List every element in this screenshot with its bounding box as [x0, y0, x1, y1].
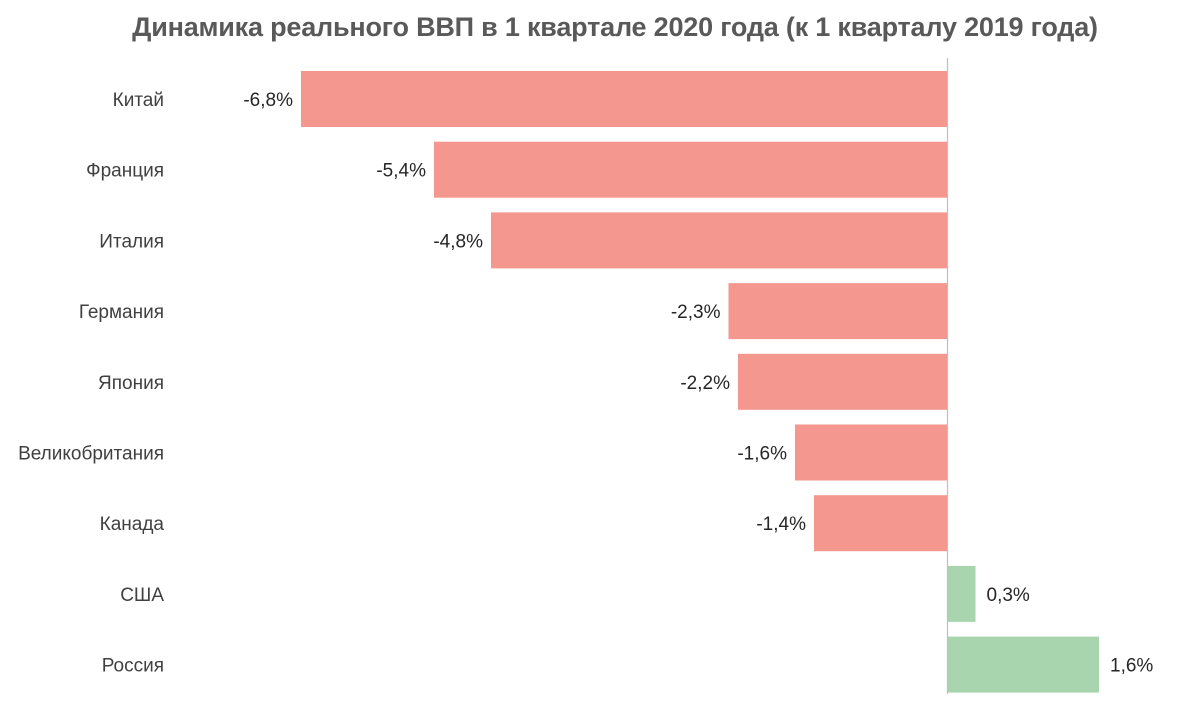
- category-label: Китай: [113, 90, 164, 111]
- chart-title: Динамика реального ВВП в 1 квартале 2020…: [132, 12, 1098, 42]
- labels-layer: Китай -6,8% Франция -5,4% Италия -4,8% Германи…: [18, 90, 1153, 677]
- category-label: Япония: [98, 373, 164, 394]
- data-label: -2,3%: [671, 302, 721, 323]
- data-label: 0,3%: [987, 585, 1030, 606]
- data-label: 1,6%: [1110, 656, 1153, 677]
- data-label: -2,2%: [680, 373, 730, 394]
- data-label: -1,6%: [737, 444, 787, 465]
- bar-5: [795, 424, 947, 481]
- data-label: -6,8%: [243, 90, 293, 111]
- bars-layer: [301, 71, 1099, 693]
- data-label: -5,4%: [376, 161, 426, 182]
- data-label: -1,4%: [756, 514, 806, 535]
- bar-8: [947, 636, 1099, 693]
- category-label: Канада: [100, 514, 165, 535]
- category-label: Италия: [99, 231, 164, 252]
- bar-7: [947, 565, 976, 622]
- bar-3: [728, 283, 947, 340]
- bar-6: [814, 495, 947, 552]
- data-label: -4,8%: [433, 231, 483, 252]
- category-label: Великобритания: [18, 444, 164, 465]
- category-label: Франция: [86, 161, 164, 182]
- category-label: США: [120, 585, 164, 606]
- bar-1: [434, 141, 947, 198]
- bar-4: [738, 353, 947, 410]
- category-label: Германия: [79, 302, 164, 323]
- bar-2: [491, 212, 947, 269]
- category-label: Россия: [102, 656, 164, 677]
- bar-0: [301, 71, 947, 127]
